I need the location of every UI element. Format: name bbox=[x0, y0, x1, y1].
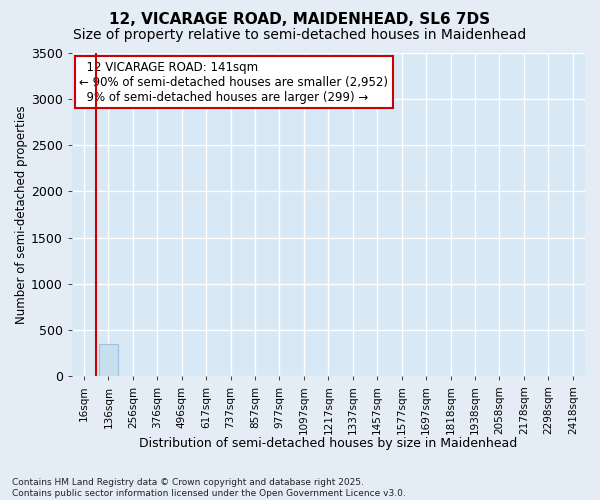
Text: 12, VICARAGE ROAD, MAIDENHEAD, SL6 7DS: 12, VICARAGE ROAD, MAIDENHEAD, SL6 7DS bbox=[109, 12, 491, 28]
Text: Contains HM Land Registry data © Crown copyright and database right 2025.
Contai: Contains HM Land Registry data © Crown c… bbox=[12, 478, 406, 498]
X-axis label: Distribution of semi-detached houses by size in Maidenhead: Distribution of semi-detached houses by … bbox=[139, 437, 517, 450]
Text: Size of property relative to semi-detached houses in Maidenhead: Size of property relative to semi-detach… bbox=[73, 28, 527, 42]
Y-axis label: Number of semi-detached properties: Number of semi-detached properties bbox=[15, 105, 28, 324]
Text: 12 VICARAGE ROAD: 141sqm  
← 90% of semi-detached houses are smaller (2,952)
  9: 12 VICARAGE ROAD: 141sqm ← 90% of semi-d… bbox=[79, 60, 388, 104]
Bar bbox=[98, 344, 118, 376]
